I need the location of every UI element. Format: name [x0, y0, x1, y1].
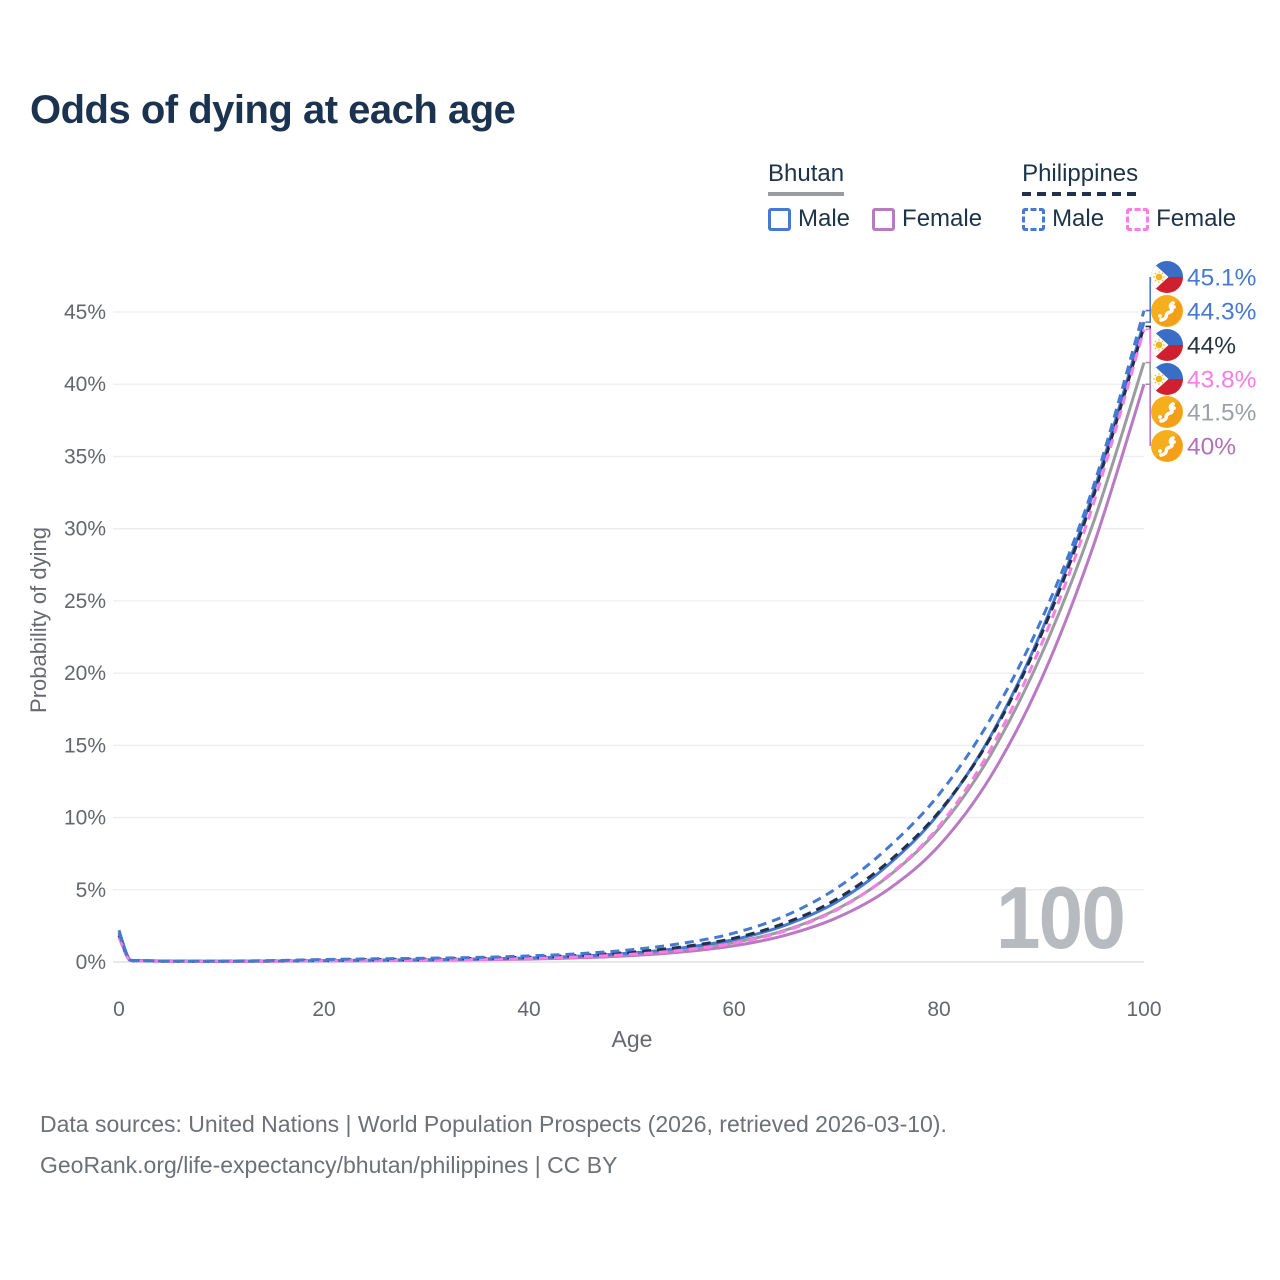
y-tick-label: 10%	[64, 807, 106, 830]
end-labels: 45.1% 44.3% 44% 43.8% 41.5% 40%	[1145, 261, 1256, 462]
curves	[117, 310, 1146, 963]
x-tick-label: 60	[722, 998, 745, 1021]
legend-item-philippines-female[interactable]: Female	[1126, 205, 1236, 233]
legend-group-bhutan: Bhutan Male Female	[768, 160, 982, 233]
legend-items-bhutan: Male Female	[768, 205, 982, 233]
end-label-connector	[1145, 277, 1151, 312]
philippines-flag-icon	[1151, 261, 1183, 293]
page-title: Odds of dying at each age	[30, 88, 516, 132]
x-tick-label: 0	[113, 998, 125, 1021]
legend-label-philippines-female: Female	[1156, 205, 1237, 232]
end-label-value: 43.8%	[1187, 367, 1256, 394]
bhutan-male-swatch-icon	[768, 207, 791, 231]
philippines-female-swatch-icon	[1126, 207, 1150, 231]
age-watermark: 100	[996, 868, 1124, 967]
x-axis-tick-labels: 0 20 40 60 80 100	[113, 998, 1161, 1021]
gridlines	[113, 311, 1144, 963]
y-axis-tick-labels: 0% 5% 10% 15% 20% 25% 30% 35% 40% 45%	[64, 301, 106, 974]
legend-item-philippines-male[interactable]: Male	[1022, 205, 1104, 233]
end-label-value: 40%	[1187, 434, 1236, 461]
x-tick-label: 80	[927, 998, 950, 1021]
y-tick-label: 45%	[64, 301, 106, 324]
legend-item-bhutan-female[interactable]: Female	[872, 205, 982, 233]
y-tick-label: 35%	[64, 445, 106, 468]
y-tick-label: 40%	[64, 373, 106, 396]
bhutan-flag-icon	[1151, 396, 1183, 428]
y-tick-label: 20%	[64, 662, 106, 685]
source-line-1: Data sources: United Nations | World Pop…	[40, 1111, 947, 1137]
curve-bhutan-both-sexes[interactable]	[117, 362, 1146, 963]
philippines-line-style-sample	[1022, 192, 1139, 196]
x-axis-title: Age	[612, 1026, 653, 1052]
bhutan-line-style-sample	[768, 192, 845, 196]
legend-country-label-philippines: Philippines	[1022, 160, 1139, 187]
legend-label-bhutan-female: Female	[902, 205, 983, 232]
chart-legend: Bhutan Male Female Philippines	[768, 160, 1236, 233]
legend-header-bhutan[interactable]: Bhutan	[768, 160, 845, 196]
end-label-value: 41.5%	[1187, 400, 1256, 427]
y-tick-label: 5%	[76, 879, 106, 902]
curve-philippines-female[interactable]	[117, 328, 1146, 963]
curve-bhutan-male[interactable]	[117, 321, 1146, 963]
source-attribution: Data sources: United Nations | World Pop…	[40, 1104, 947, 1186]
legend-header-philippines[interactable]: Philippines	[1022, 160, 1139, 196]
legend-label-philippines-male: Male	[1052, 205, 1105, 232]
y-tick-label: 15%	[64, 734, 106, 757]
end-label-value: 44.3%	[1187, 299, 1256, 326]
y-axis-title: Probability of dying	[26, 527, 51, 713]
end-label-value: 45.1%	[1187, 265, 1256, 292]
legend-item-bhutan-male[interactable]: Male	[768, 205, 850, 233]
legend-items-philippines: Male Female	[1022, 205, 1236, 233]
end-label-value: 44%	[1187, 333, 1236, 360]
bhutan-flag-icon	[1151, 430, 1183, 462]
y-tick-label: 0%	[76, 951, 106, 974]
philippines-male-swatch-icon	[1022, 207, 1046, 231]
x-tick-label: 40	[517, 998, 540, 1021]
bhutan-flag-icon	[1151, 295, 1183, 327]
philippines-flag-icon	[1151, 329, 1183, 361]
end-label-connector	[1145, 311, 1151, 323]
curve-philippines-both-sexes[interactable]	[117, 326, 1146, 963]
end-label-connector	[1145, 383, 1151, 446]
curve-philippines-male[interactable]	[117, 310, 1146, 963]
x-tick-label: 20	[312, 998, 335, 1021]
philippines-flag-icon	[1151, 363, 1183, 395]
legend-label-bhutan-male: Male	[798, 205, 851, 232]
source-line-2: GeoRank.org/life-expectancy/bhutan/phili…	[40, 1152, 618, 1178]
bhutan-female-swatch-icon	[872, 207, 896, 231]
y-tick-label: 25%	[64, 590, 106, 613]
legend-country-label-bhutan: Bhutan	[768, 160, 845, 187]
y-tick-label: 30%	[64, 518, 106, 541]
x-tick-label: 100	[1126, 998, 1161, 1021]
legend-group-philippines: Philippines Male Female	[1022, 160, 1236, 233]
